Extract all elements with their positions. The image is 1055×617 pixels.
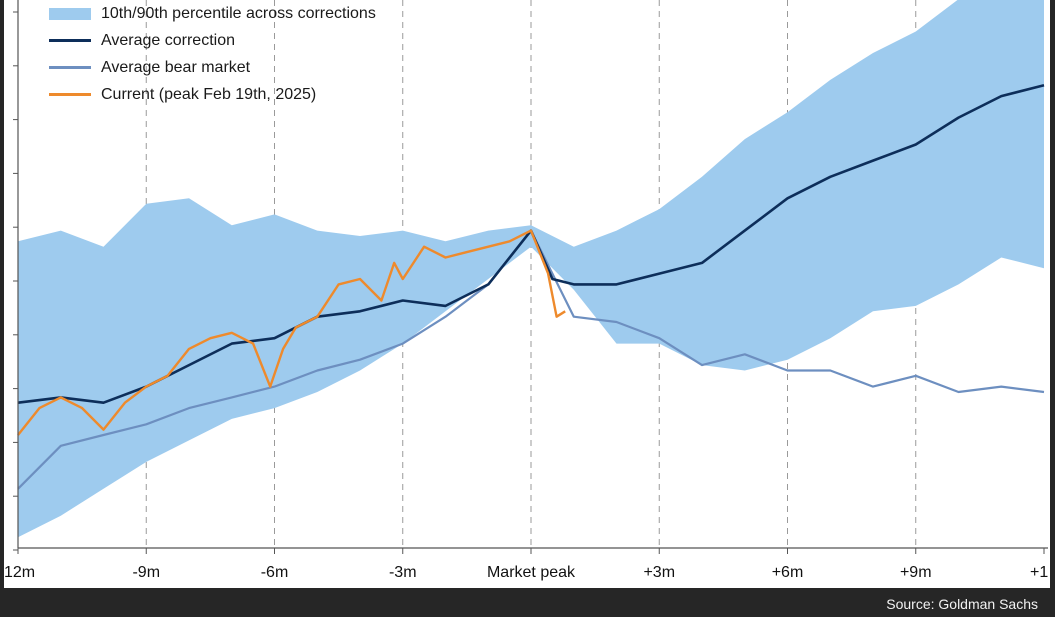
legend-item-band: 10th/90th percentile across corrections (49, 0, 376, 27)
x-tick-label: +9m (899, 564, 932, 581)
x-tick-label: Market peak (486, 564, 576, 581)
x-tick-label: +3m (643, 564, 676, 581)
x-tick-label: 12m (4, 564, 36, 581)
x-tick-label: -3m (388, 564, 417, 581)
legend-label: Average correction (101, 31, 235, 49)
x-tick-label: +1 (1030, 564, 1049, 581)
legend-swatch-average-bear-market (49, 66, 91, 69)
x-tick-label: +6m (771, 564, 804, 581)
series-layer (17, 84, 1045, 490)
legend-item-current: Current (peak Feb 19th, 2025) (49, 81, 376, 108)
legend-label: 10th/90th percentile across corrections (101, 4, 376, 22)
legend-swatch-average-correction (49, 39, 91, 42)
legend-item-average-bear-market: Average bear market (49, 54, 376, 81)
legend: 10th/90th percentile across corrections … (49, 0, 376, 108)
legend-label: Current (peak Feb 19th, 2025) (101, 85, 317, 103)
x-tick-label: -9m (132, 564, 161, 581)
band-layer (18, 0, 1044, 538)
legend-label: Average bear market (101, 58, 251, 76)
percentile-band (18, 0, 1044, 538)
source-credit: Source: Goldman Sachs (886, 596, 1038, 612)
plot-area: 10th/90th percentile across corrections … (4, 0, 1050, 588)
legend-swatch-current (49, 93, 91, 96)
axis-layer (13, 0, 1048, 554)
legend-item-average-correction: Average correction (49, 27, 376, 54)
x-tick-label: -6m (260, 564, 289, 581)
chart-svg (13, 0, 1048, 554)
legend-swatch-band (49, 7, 91, 20)
current-line (17, 229, 566, 436)
